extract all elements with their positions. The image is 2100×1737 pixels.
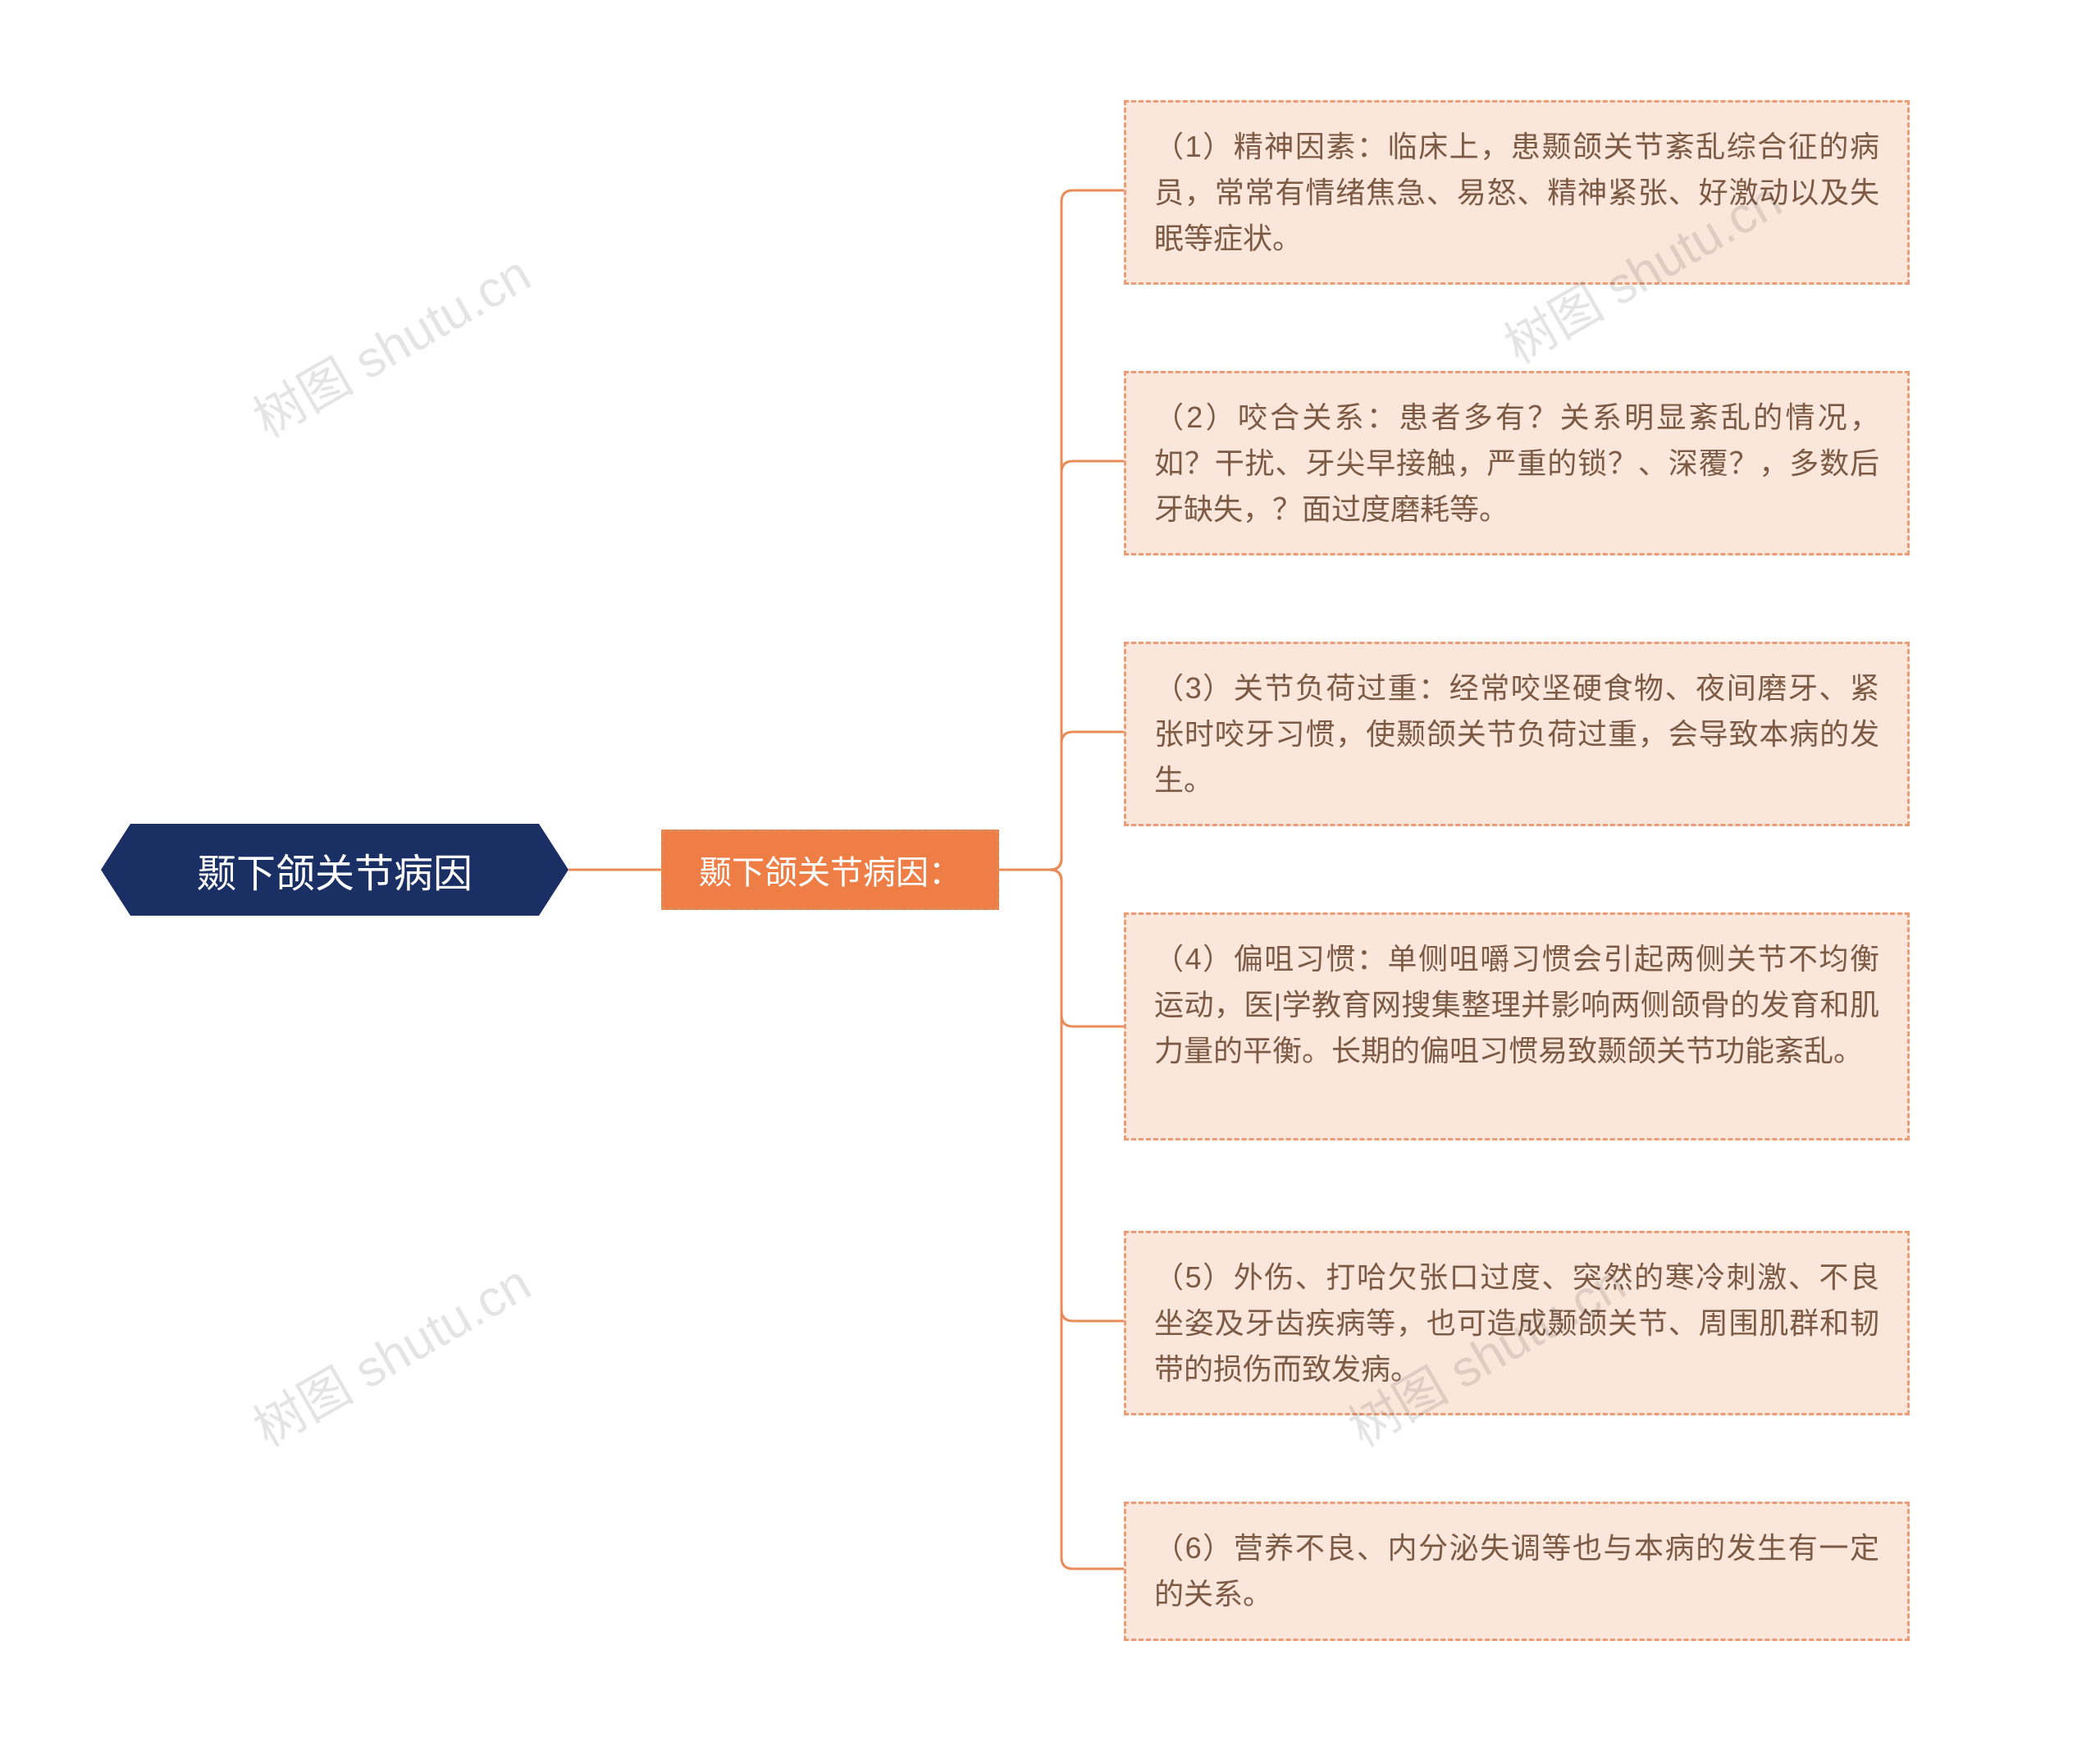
leaf-text: （6）营养不良、内分泌失调等也与本病的发生有一定的关系。 [1154,1531,1879,1611]
connector [999,732,1124,870]
root-node[interactable]: 颞下颌关节病因 [130,824,539,916]
leaf-text: （2）咬合关系：患者多有？关系明显紊乱的情况，如？干扰、牙尖早接触，严重的锁？、… [1154,400,1879,526]
leaf-text: （4）偏咀习惯：单侧咀嚼习惯会引起两侧关节不均衡运动，医|学教育网搜集整理并影响… [1154,942,1879,1067]
leaf-text: （1）精神因素：临床上，患颞颌关节紊乱综合征的病员，常常有情绪焦急、易怒、精神紧… [1154,130,1879,255]
root-cap-right [539,824,568,916]
root-label: 颞下颌关节病因 [197,841,472,898]
subtopic-node[interactable]: 颞下颌关节病因： [661,830,999,910]
leaf-node-5[interactable]: （5）外伤、打哈欠张口过度、突然的寒冷刺激、不良坐姿及牙齿疾病等，也可造成颞颌关… [1124,1231,1910,1415]
leaf-text: （3）关节负荷过重：经常咬坚硬食物、夜间磨牙、紧张时咬牙习惯，使颞颌关节负荷过重… [1154,671,1879,797]
connector [999,870,1124,1321]
root-cap-left [101,824,130,916]
leaf-node-4[interactable]: （4）偏咀习惯：单侧咀嚼习惯会引起两侧关节不均衡运动，医|学教育网搜集整理并影响… [1124,912,1910,1140]
leaf-node-2[interactable]: （2）咬合关系：患者多有？关系明显紊乱的情况，如？干扰、牙尖早接触，严重的锁？、… [1124,371,1910,555]
subtopic-label: 颞下颌关节病因： [699,846,961,894]
leaf-node-6[interactable]: （6）营养不良、内分泌失调等也与本病的发生有一定的关系。 [1124,1502,1910,1641]
connector [999,461,1124,870]
leaf-node-1[interactable]: （1）精神因素：临床上，患颞颌关节紊乱综合征的病员，常常有情绪焦急、易怒、精神紧… [1124,100,1910,285]
connector [999,870,1124,1569]
connector [999,190,1124,870]
leaf-node-3[interactable]: （3）关节负荷过重：经常咬坚硬食物、夜间磨牙、紧张时咬牙习惯，使颞颌关节负荷过重… [1124,642,1910,826]
watermark: 树图 shutu.cn [238,233,541,451]
watermark: 树图 shutu.cn [238,1242,541,1460]
mindmap-canvas: 颞下颌关节病因 颞下颌关节病因： （1）精神因素：临床上，患颞颌关节紊乱综合征的… [0,0,2100,1737]
connector [999,870,1124,1026]
leaf-text: （5）外伤、打哈欠张口过度、突然的寒冷刺激、不良坐姿及牙齿疾病等，也可造成颞颌关… [1154,1260,1879,1386]
